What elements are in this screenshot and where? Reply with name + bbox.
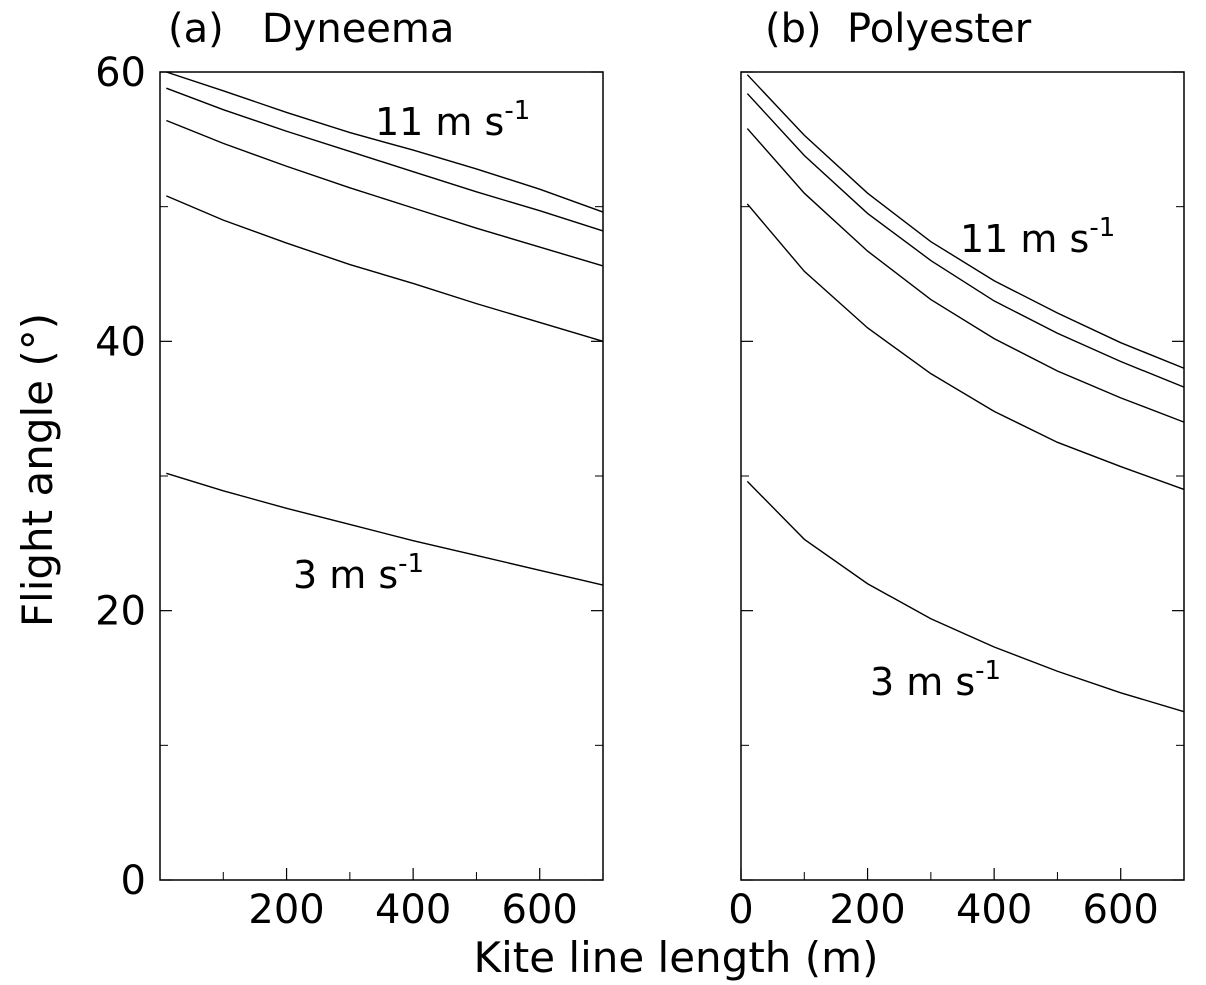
x-tick-label: 0	[728, 887, 753, 933]
annotation-text: 3 m s	[870, 660, 975, 704]
annotation: 3 m s-1	[870, 656, 1001, 704]
annotation: 11 m s-1	[960, 213, 1115, 261]
plot-frame	[159, 71, 604, 881]
curve	[166, 87, 604, 232]
y-tick-label: 60	[95, 50, 146, 96]
x-tick-label: 200	[248, 887, 324, 933]
curve	[166, 472, 604, 586]
annotation-superscript: -1	[398, 549, 424, 579]
panel-title: (b) Polyester	[765, 6, 1032, 52]
x-tick-label: 400	[375, 887, 451, 933]
x-tick-label: 200	[829, 887, 905, 933]
curve	[746, 128, 1185, 423]
x-tick-label: 600	[1083, 887, 1159, 933]
annotation: 11 m s-1	[375, 96, 530, 144]
x-axis-label: Kite line length (m)	[474, 933, 879, 982]
y-tick-label: 0	[121, 858, 146, 904]
curve	[166, 119, 604, 267]
x-tick-label: 400	[956, 887, 1032, 933]
panel-title: (a) Dyneema	[168, 6, 454, 52]
curve	[166, 195, 604, 343]
annotation-superscript: -1	[975, 656, 1001, 686]
curve	[746, 203, 1185, 491]
plot-frame	[740, 71, 1185, 881]
curve	[166, 71, 604, 213]
annotation-text: 11 m s	[960, 217, 1089, 261]
curve	[746, 480, 1185, 713]
y-tick-label: 40	[95, 319, 146, 365]
y-tick-label: 20	[95, 589, 146, 635]
y-axis-label: Flight angle (°)	[13, 313, 62, 627]
annotation-superscript: -1	[504, 96, 530, 126]
annotation: 3 m s-1	[293, 549, 424, 597]
curve	[746, 74, 1185, 369]
annotation-superscript: -1	[1089, 213, 1115, 243]
annotation-text: 3 m s	[293, 553, 398, 597]
annotation-text: 11 m s	[375, 100, 504, 144]
x-tick-label: 600	[502, 887, 578, 933]
curve	[746, 93, 1185, 388]
